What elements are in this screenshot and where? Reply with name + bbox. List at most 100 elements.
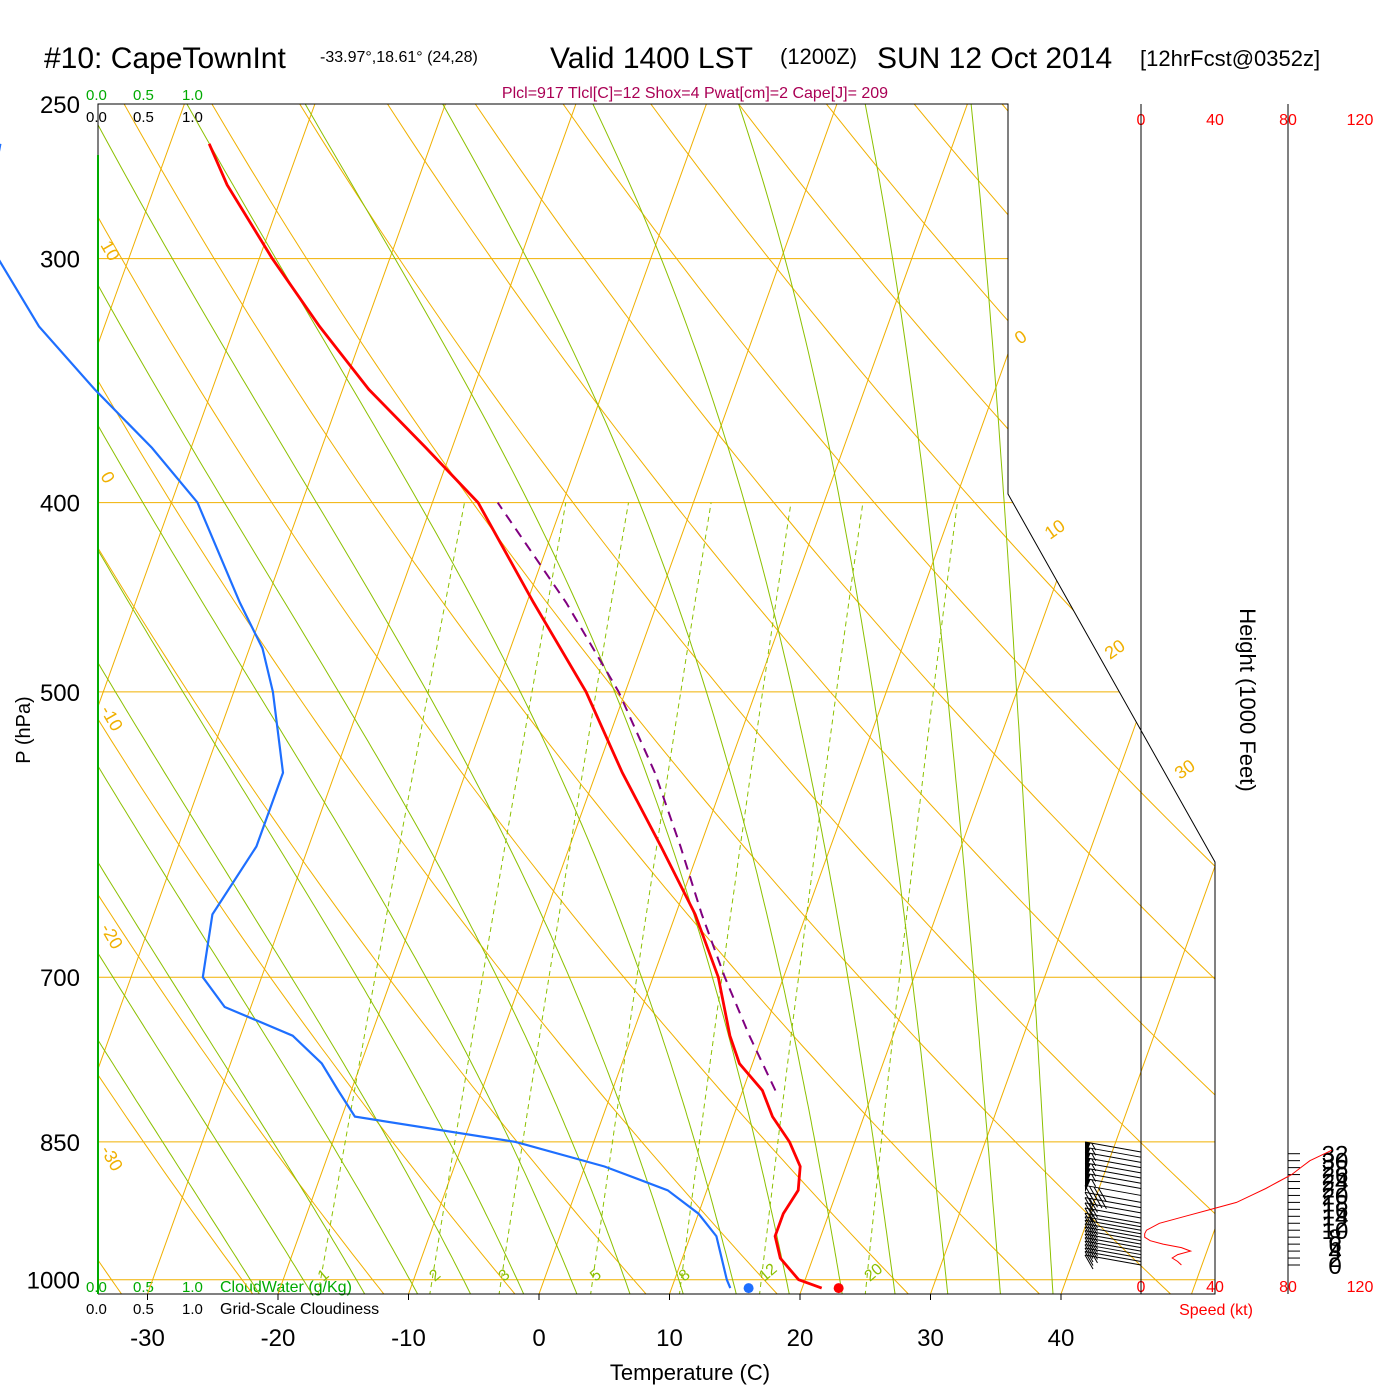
isotherm-label: -30 [97,1142,127,1175]
height-tick-label: 28 [1322,1156,1349,1183]
dewpoint-profile [0,143,732,1289]
moist-adiabat [98,104,533,1294]
cloudiness-tick-bottom-1: 0.5 [133,1301,154,1318]
isotherm-label: -20 [97,920,127,953]
p-tick-label: 700 [40,965,80,992]
height-tick-label: 32 [1322,1142,1349,1169]
isotherm [98,104,185,1294]
x-tick-label: 20 [787,1325,814,1352]
mixing-ratio-line [757,502,864,1294]
x-tick-label: 10 [656,1325,683,1352]
dry-adiabat [0,69,8,1321]
dry-adiabat [364,104,1215,1294]
height-tick-label: 14 [1322,1204,1349,1231]
moist-adiabat [98,104,638,1294]
height-tick-label: 26 [1322,1163,1349,1190]
speed-tick-top-1: 40 [1206,112,1224,129]
p-tick-label: 1000 [27,1268,80,1295]
surface-temperature-dot [833,1283,844,1294]
dry-adiabat [98,104,936,1294]
moist-adiabat [98,104,585,1294]
cloudwater-tick-bottom-2: 1.0 [182,1279,203,1296]
moist-adiabat [98,104,481,1294]
wind-barb [1084,1223,1142,1239]
isotherm [1322,104,1400,1294]
dry-adiabat [98,104,803,1294]
dry-adiabat [451,104,1215,1294]
dry-adiabat [104,104,1068,1294]
cloudwater-tick-0: 0.0 [86,87,107,104]
dry-adiabat [538,104,1215,1294]
height-tick-label: 12 [1322,1211,1349,1238]
mixing-ratio-line [863,502,958,1294]
wind-barb [1084,1207,1142,1224]
wind-barb [1084,1251,1142,1266]
isotherm [930,104,1215,1294]
clipped-background [0,69,1400,1321]
valid-time: Valid 1400 LST [550,42,753,75]
wind-barb [1084,1226,1142,1243]
mixing-ratio-label: 2 [426,1266,444,1285]
cloudiness-label: Grid-Scale Cloudiness [220,1301,379,1318]
isotherm [538,104,968,1294]
height-tick-label: 8 [1328,1225,1341,1252]
dry-adiabat [1059,104,1215,1294]
moist-adiabat [857,104,1003,1294]
dry-adiabat [98,104,671,1294]
isotherm [98,104,316,1294]
x-tick-label: -30 [130,1325,165,1352]
isotherm [277,104,707,1294]
p-tick-label: 500 [40,680,80,707]
x-tick-label: 40 [1048,1325,1075,1352]
wind-barb [1084,1247,1142,1264]
dry-adiabat [1145,104,1215,1294]
dry-adiabat [712,104,1215,1294]
cloudwater-tick-2: 1.0 [182,87,203,104]
height-tick-label: 4 [1328,1239,1341,1266]
x-tick-label: -10 [391,1325,426,1352]
height-tick-label: 18 [1322,1190,1349,1217]
cloudiness-tick-bottom-0: 0.0 [86,1301,107,1318]
moist-adiabat [967,104,1055,1294]
wind-speed-line [1144,1149,1333,1266]
height-tick-label: 10 [1322,1218,1349,1245]
moist-adiabat [98,104,272,1294]
isotherm-label: 10 [97,237,124,264]
wind-barb [1084,1240,1142,1257]
cloudwater-label: CloudWater (g/Kg) [220,1279,352,1296]
mixing-ratio-label: 3 [496,1266,514,1285]
wind-barb [1084,1254,1142,1270]
stability-indices: Plcl=917 Tlcl[C]=12 Shox=4 Pwat[cm]=2 Ca… [502,85,888,102]
cloudiness-tick-0: 0.0 [86,109,107,126]
x-axis-title: Temperature (C) [610,1360,770,1385]
height-tick-label: 2 [1328,1246,1341,1273]
p-tick-label: 400 [40,491,80,518]
isotherm-label: -10 [97,702,127,735]
isotherm [98,104,446,1294]
surface-dewpoint-dot [743,1283,754,1294]
isotherm-label: 0 [97,468,119,487]
height-tick-label: 16 [1322,1197,1349,1224]
dry-adiabat [625,104,1215,1294]
isotherm-label: 0 [1011,326,1031,348]
station-title: #10: CapeTownInt [44,42,286,75]
height-tick-label: 24 [1322,1170,1349,1197]
cloudiness-tick-2: 1.0 [182,109,203,126]
mixing-ratio-line [588,502,712,1294]
height-tick-label: 22 [1322,1176,1349,1203]
mixing-ratio-line [677,502,792,1294]
valid-date: SUN 12 Oct 2014 [877,42,1112,75]
height-tick-label: 0 [1328,1253,1341,1280]
dry-adiabat [1320,69,1400,1321]
moist-adiabat [422,104,846,1294]
dry-adiabat [98,104,274,1294]
moist-adiabat [98,104,429,1294]
height-tick-label: 6 [1328,1232,1341,1259]
frame-border [97,103,1216,1295]
speed-tick-bottom-3: 120 [1347,1279,1374,1296]
cloudwater-tick-bottom-1: 0.5 [133,1279,154,1296]
cloudwater-tick-bottom-0: 0.0 [86,1279,107,1296]
dry-adiabat [98,104,406,1294]
dry-adiabat [191,104,1200,1294]
